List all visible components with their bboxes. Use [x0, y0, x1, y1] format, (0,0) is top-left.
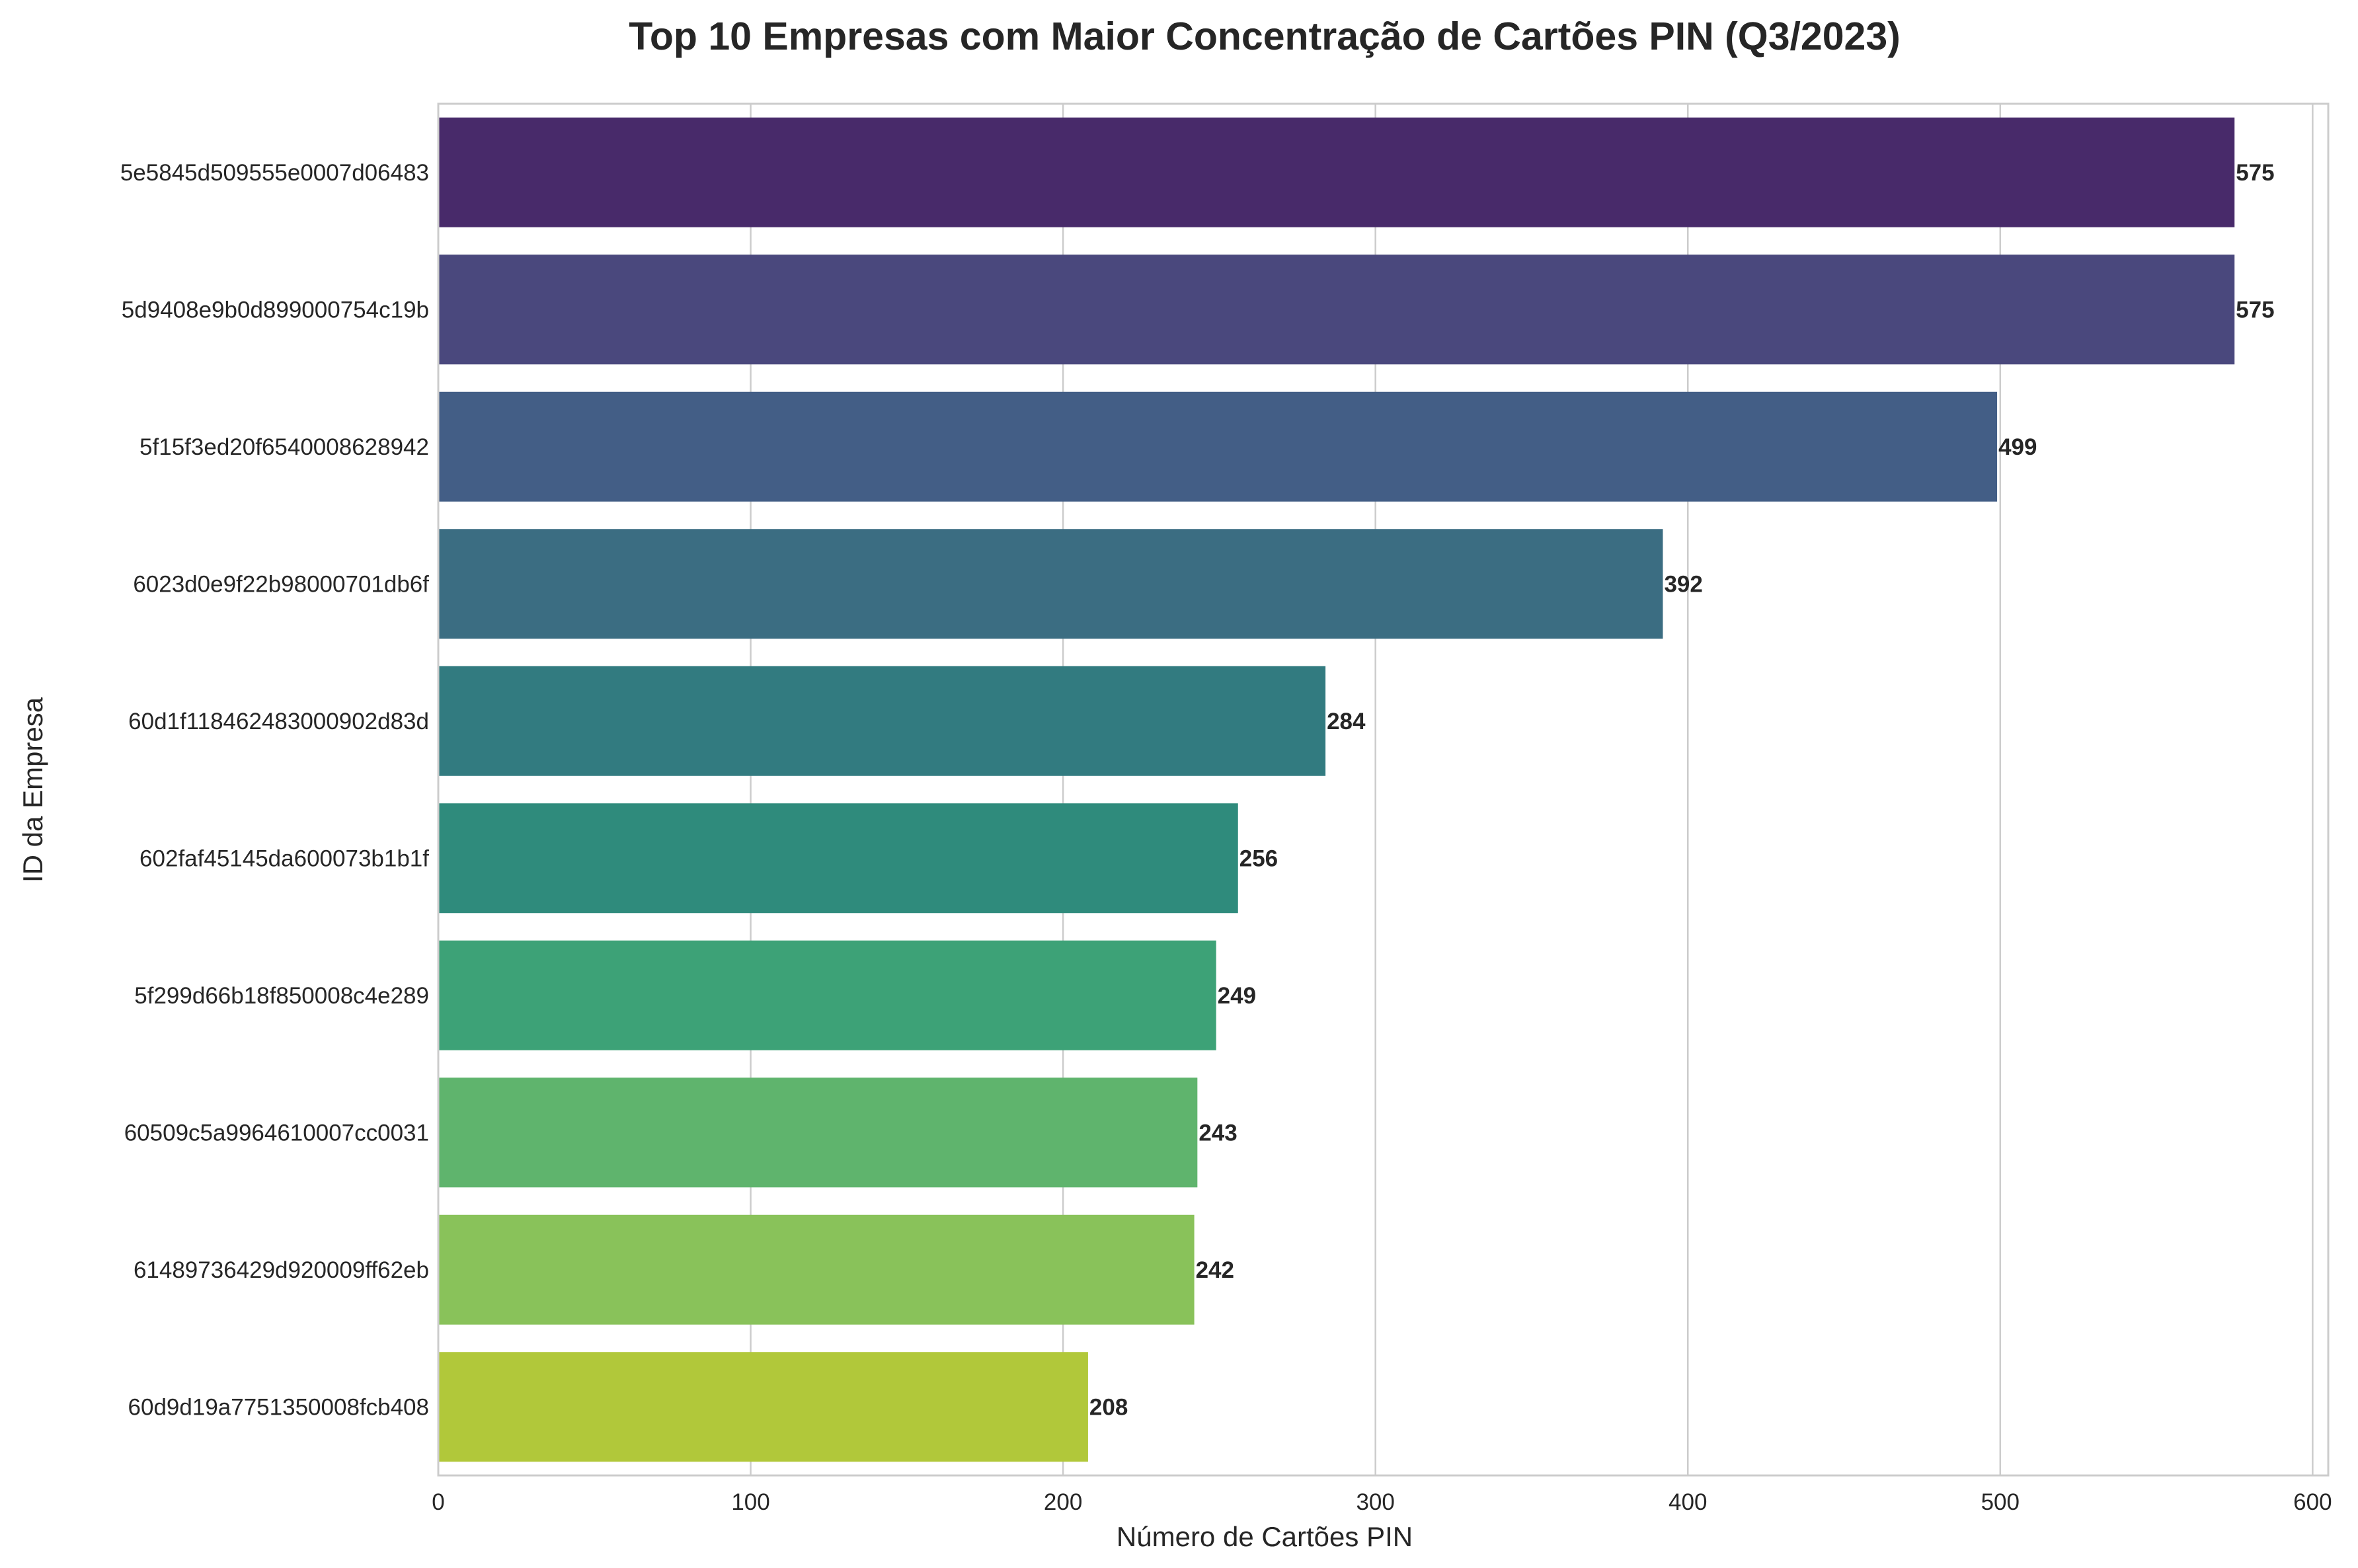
x-axis-label: Número de Cartões PIN [1117, 1521, 1413, 1552]
bar [438, 255, 2235, 365]
value-label: 208 [1089, 1394, 1128, 1420]
x-tick-labels: 0 100 200 300 400 500 600 [432, 1489, 2332, 1515]
x-tick-label: 100 [731, 1489, 769, 1515]
bar [438, 1078, 1198, 1188]
y-tick-label: 602faf45145da600073b1b1f [139, 845, 429, 871]
x-tick-label: 300 [1356, 1489, 1394, 1515]
bar [438, 940, 1216, 1050]
y-axis-label: ID da Empresa [17, 697, 48, 882]
x-tick-label: 600 [2293, 1489, 2332, 1515]
chart-title: Top 10 Empresas com Maior Concentração d… [629, 15, 1901, 58]
y-tick-labels: 5e5845d509555e0007d06483 5d9408e9b0d89900… [120, 160, 429, 1421]
value-label: 499 [1998, 434, 2037, 460]
y-tick-label: 60509c5a9964610007cc0031 [124, 1120, 429, 1146]
bar [438, 117, 2235, 227]
value-label: 284 [1327, 709, 1366, 734]
bar [438, 1214, 1195, 1325]
bar [438, 803, 1238, 914]
y-tick-label: 60d9d19a7751350008fcb408 [128, 1394, 429, 1420]
bar [438, 1352, 1088, 1462]
value-label: 575 [2236, 160, 2274, 186]
y-tick-label: 5f299d66b18f850008c4e289 [134, 983, 429, 1009]
plot-frame [437, 102, 2330, 1477]
bar [438, 529, 1663, 639]
y-tick-label: 60d1f118462483000902d83d [128, 709, 429, 734]
value-label: 249 [1218, 983, 1256, 1009]
x-tick-label: 400 [1669, 1489, 1707, 1515]
y-tick-label: 5d9408e9b0d899000754c19b [122, 297, 429, 323]
value-label: 243 [1199, 1120, 1237, 1146]
x-tick-label: 0 [432, 1489, 444, 1515]
y-tick-label: 6023d0e9f22b98000701db6f [133, 571, 429, 597]
value-label: 575 [2236, 297, 2274, 323]
bars [438, 117, 2235, 1462]
value-label: 256 [1239, 845, 1278, 871]
y-tick-label: 61489736429d920009ff62eb [134, 1257, 429, 1283]
x-tick-label: 500 [1981, 1489, 2020, 1515]
value-labels: 575 575 499 392 284 256 249 243 242 208 [1089, 160, 2275, 1421]
bar [438, 391, 1998, 502]
bar [438, 666, 1326, 776]
y-tick-label: 5e5845d509555e0007d06483 [120, 160, 429, 186]
x-tick-label: 200 [1044, 1489, 1082, 1515]
value-label: 242 [1196, 1257, 1234, 1283]
y-tick-label: 5f15f3ed20f6540008628942 [139, 434, 429, 460]
value-label: 392 [1664, 571, 1702, 597]
